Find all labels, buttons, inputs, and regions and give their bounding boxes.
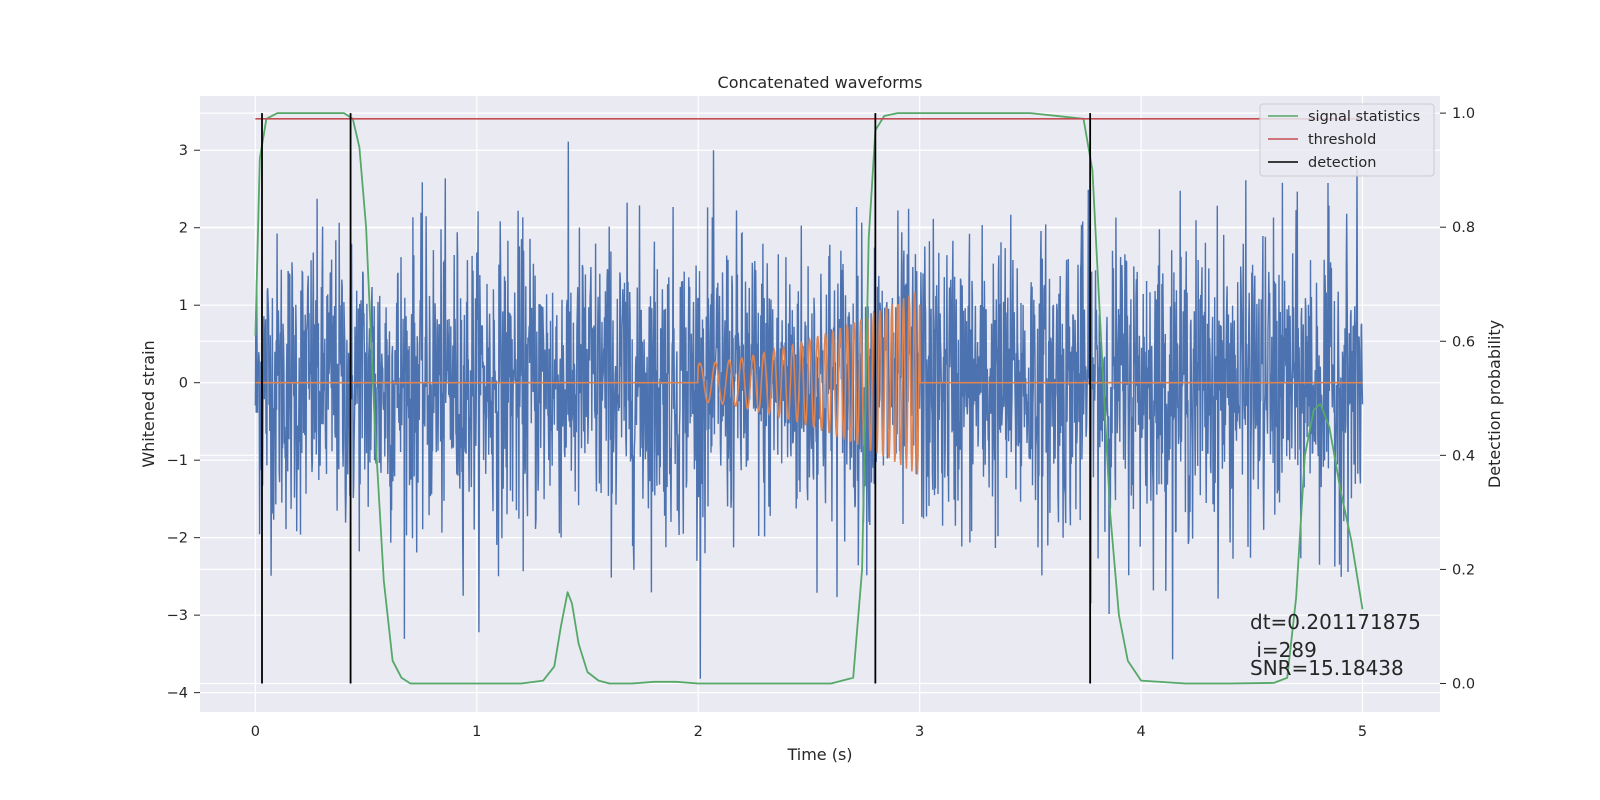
x-tick-label: 1 [472,724,481,740]
legend: signal statistics threshold detection [1259,103,1435,177]
x-axis-label: Time (s) [786,745,852,764]
x-ticks: 0 1 2 3 4 5 [251,724,1367,740]
signal-statistics-series [254,112,1364,685]
strain-line [254,141,1364,679]
signal-statistics-line [254,112,1364,685]
y-ticks: 3 2 1 0 −1 −2 −3 −4 [167,143,200,702]
legend-label-signal-statistics: signal statistics [1308,109,1420,125]
annotation-block: dt=0.201171875 i=289 SNR=15.18438 [1250,610,1421,680]
x-tick-label: 4 [1136,724,1145,740]
x-tick-label: 5 [1358,724,1367,740]
y-tick-label: 2 [179,221,188,237]
y2-tick-label: 0.6 [1452,334,1475,350]
y-axis-label: Whitened strain [139,340,158,467]
y2-tick-label: 0.4 [1452,448,1475,464]
legend-label-detection: detection [1308,155,1376,171]
x-tick-label: 2 [694,724,703,740]
chart-title: Concatenated waveforms [718,73,923,92]
y2-tick-label: 0.0 [1452,676,1475,692]
y-tick-label: −1 [167,453,188,469]
template-line [255,292,1363,475]
y-tick-label: −3 [167,608,188,624]
legend-label-threshold: threshold [1308,132,1376,148]
legend-box [1259,103,1435,177]
strain-series [254,141,1364,679]
y2-axis-label: Detection probability [1485,320,1504,488]
y-tick-label: −4 [167,686,188,702]
x-tick-label: 3 [915,724,924,740]
y2-tick-label: 0.2 [1452,562,1475,578]
annotation-dt: dt=0.201171875 [1250,610,1421,634]
annotation-i: i=289 [1250,638,1317,662]
y2-ticks: 1.0 0.8 0.6 0.4 0.2 0.0 [1440,106,1475,692]
y-tick-label: 3 [179,143,188,159]
x-tick-label: 0 [251,724,260,740]
detection-series [261,113,1092,684]
annotation-snr: SNR=15.18438 [1250,656,1404,680]
y2-tick-label: 1.0 [1452,106,1475,122]
y-tick-label: 0 [179,376,188,392]
y-tick-label: 1 [179,298,188,314]
y2-tick-label: 0.8 [1452,220,1475,236]
y-tick-label: −2 [167,531,188,547]
template-series [255,292,1363,475]
